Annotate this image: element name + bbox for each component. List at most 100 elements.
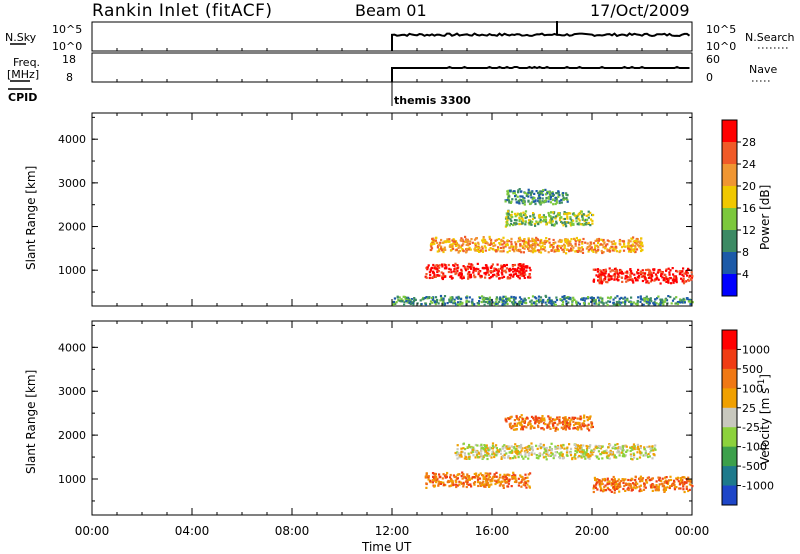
scatter-cell [676,302,680,306]
scatter-cell [541,418,544,421]
scatter-cell [621,445,624,448]
scatter-cell [603,270,606,273]
scatter-cell [535,236,538,239]
scatter-cell [508,224,511,227]
scatter-cell [464,267,467,270]
scatter-cell [613,454,616,457]
scatter-cell [435,481,438,484]
scatter-cell [403,301,406,304]
scatter-cell [673,481,676,484]
scatter-cell [460,272,463,276]
scatter-cell [559,216,562,219]
scatter-cell [540,238,543,242]
scatter-cell [513,455,516,458]
scatter-cell [530,299,533,302]
scatter-cell [508,417,511,420]
scatter-cell [596,478,599,481]
scatter-cell [613,248,616,252]
scatter-cell [552,216,555,219]
scatter-cell [558,418,561,421]
scatter-cell [505,212,508,215]
scatter-cell [458,272,461,275]
nsearch-label: N.Search [745,31,795,44]
scatter-cell [517,266,520,269]
scatter-cell [557,212,560,215]
scatter-cell [528,421,531,424]
scatter-cell [465,300,469,303]
velocity-scatter [424,414,694,494]
scatter-cell [573,424,576,427]
scatter-cell [638,480,642,483]
velocity-colorbar-label-text: Velocity [m s [758,388,772,465]
scatter-cell [643,448,646,451]
nsky-trace [391,32,691,51]
scatter-cell [478,300,481,303]
scatter-cell [427,478,430,481]
scatter-cell [539,442,542,446]
scatter-cell [602,251,605,254]
scatter-cell [605,280,608,284]
scatter-cell [661,271,664,274]
scatter-cell [530,453,533,456]
scatter-cell [529,423,532,426]
scatter-cell [562,423,565,426]
scatter-cell [654,489,657,492]
scatter-cell [544,249,547,252]
scatter-cell [589,450,593,454]
scatter-cell [459,297,463,300]
scatter-cell [433,242,436,245]
scatter-cell [592,485,596,488]
scatter-cell [505,216,508,219]
scatter-cell [467,475,471,478]
scatter-cell [603,242,606,245]
scatter-cell [624,277,627,280]
scatter-cell [535,242,538,245]
scatter-cell [486,454,489,457]
scatter-cell [665,480,668,483]
scatter-cell [465,477,468,480]
scatter-cell [512,428,516,431]
scatter-cell [595,302,598,305]
scatter-cell [481,474,484,477]
scatter-cell [580,298,583,301]
scatter-cell [601,478,604,481]
scatter-cell [661,276,664,279]
scatter-cell [510,210,514,213]
scatter-cell [688,279,691,282]
scatter-cell [644,486,647,489]
scatter-cell [635,238,638,241]
scatter-cell [530,246,533,249]
y-tick-label: 4000 [58,341,86,354]
scatter-cell [613,482,616,485]
scatter-cell [626,270,629,273]
scatter-cell [576,428,580,431]
scatter-cell [571,458,574,461]
scatter-cell [610,484,613,487]
scatter-cell [534,302,537,305]
scatter-cell [580,455,583,458]
scatter-cell [581,215,584,218]
scatter-cell [621,478,624,481]
scatter-cell [532,238,535,241]
scatter-cell [514,478,517,481]
scatter-cell [514,296,517,299]
scatter-cell [587,427,590,430]
scatter-cell [477,268,480,271]
scatter-cell [562,196,565,199]
scatter-cell [624,271,627,274]
scatter-cell [576,448,579,451]
scatter-cell [439,475,442,478]
scatter-cell [680,277,683,280]
scatter-cell [579,450,582,453]
scatter-cell [495,298,498,301]
scatter-cell [501,269,504,272]
scatter-cell [529,427,532,430]
scatter-cell [551,191,554,194]
scatter-cell [505,447,508,450]
scatter-cell [659,298,662,301]
scatter-cell [424,302,427,305]
scatter-cell [535,220,538,223]
scatter-cell [439,299,442,302]
scatter-cell [462,483,465,486]
scatter-cell [634,476,637,479]
